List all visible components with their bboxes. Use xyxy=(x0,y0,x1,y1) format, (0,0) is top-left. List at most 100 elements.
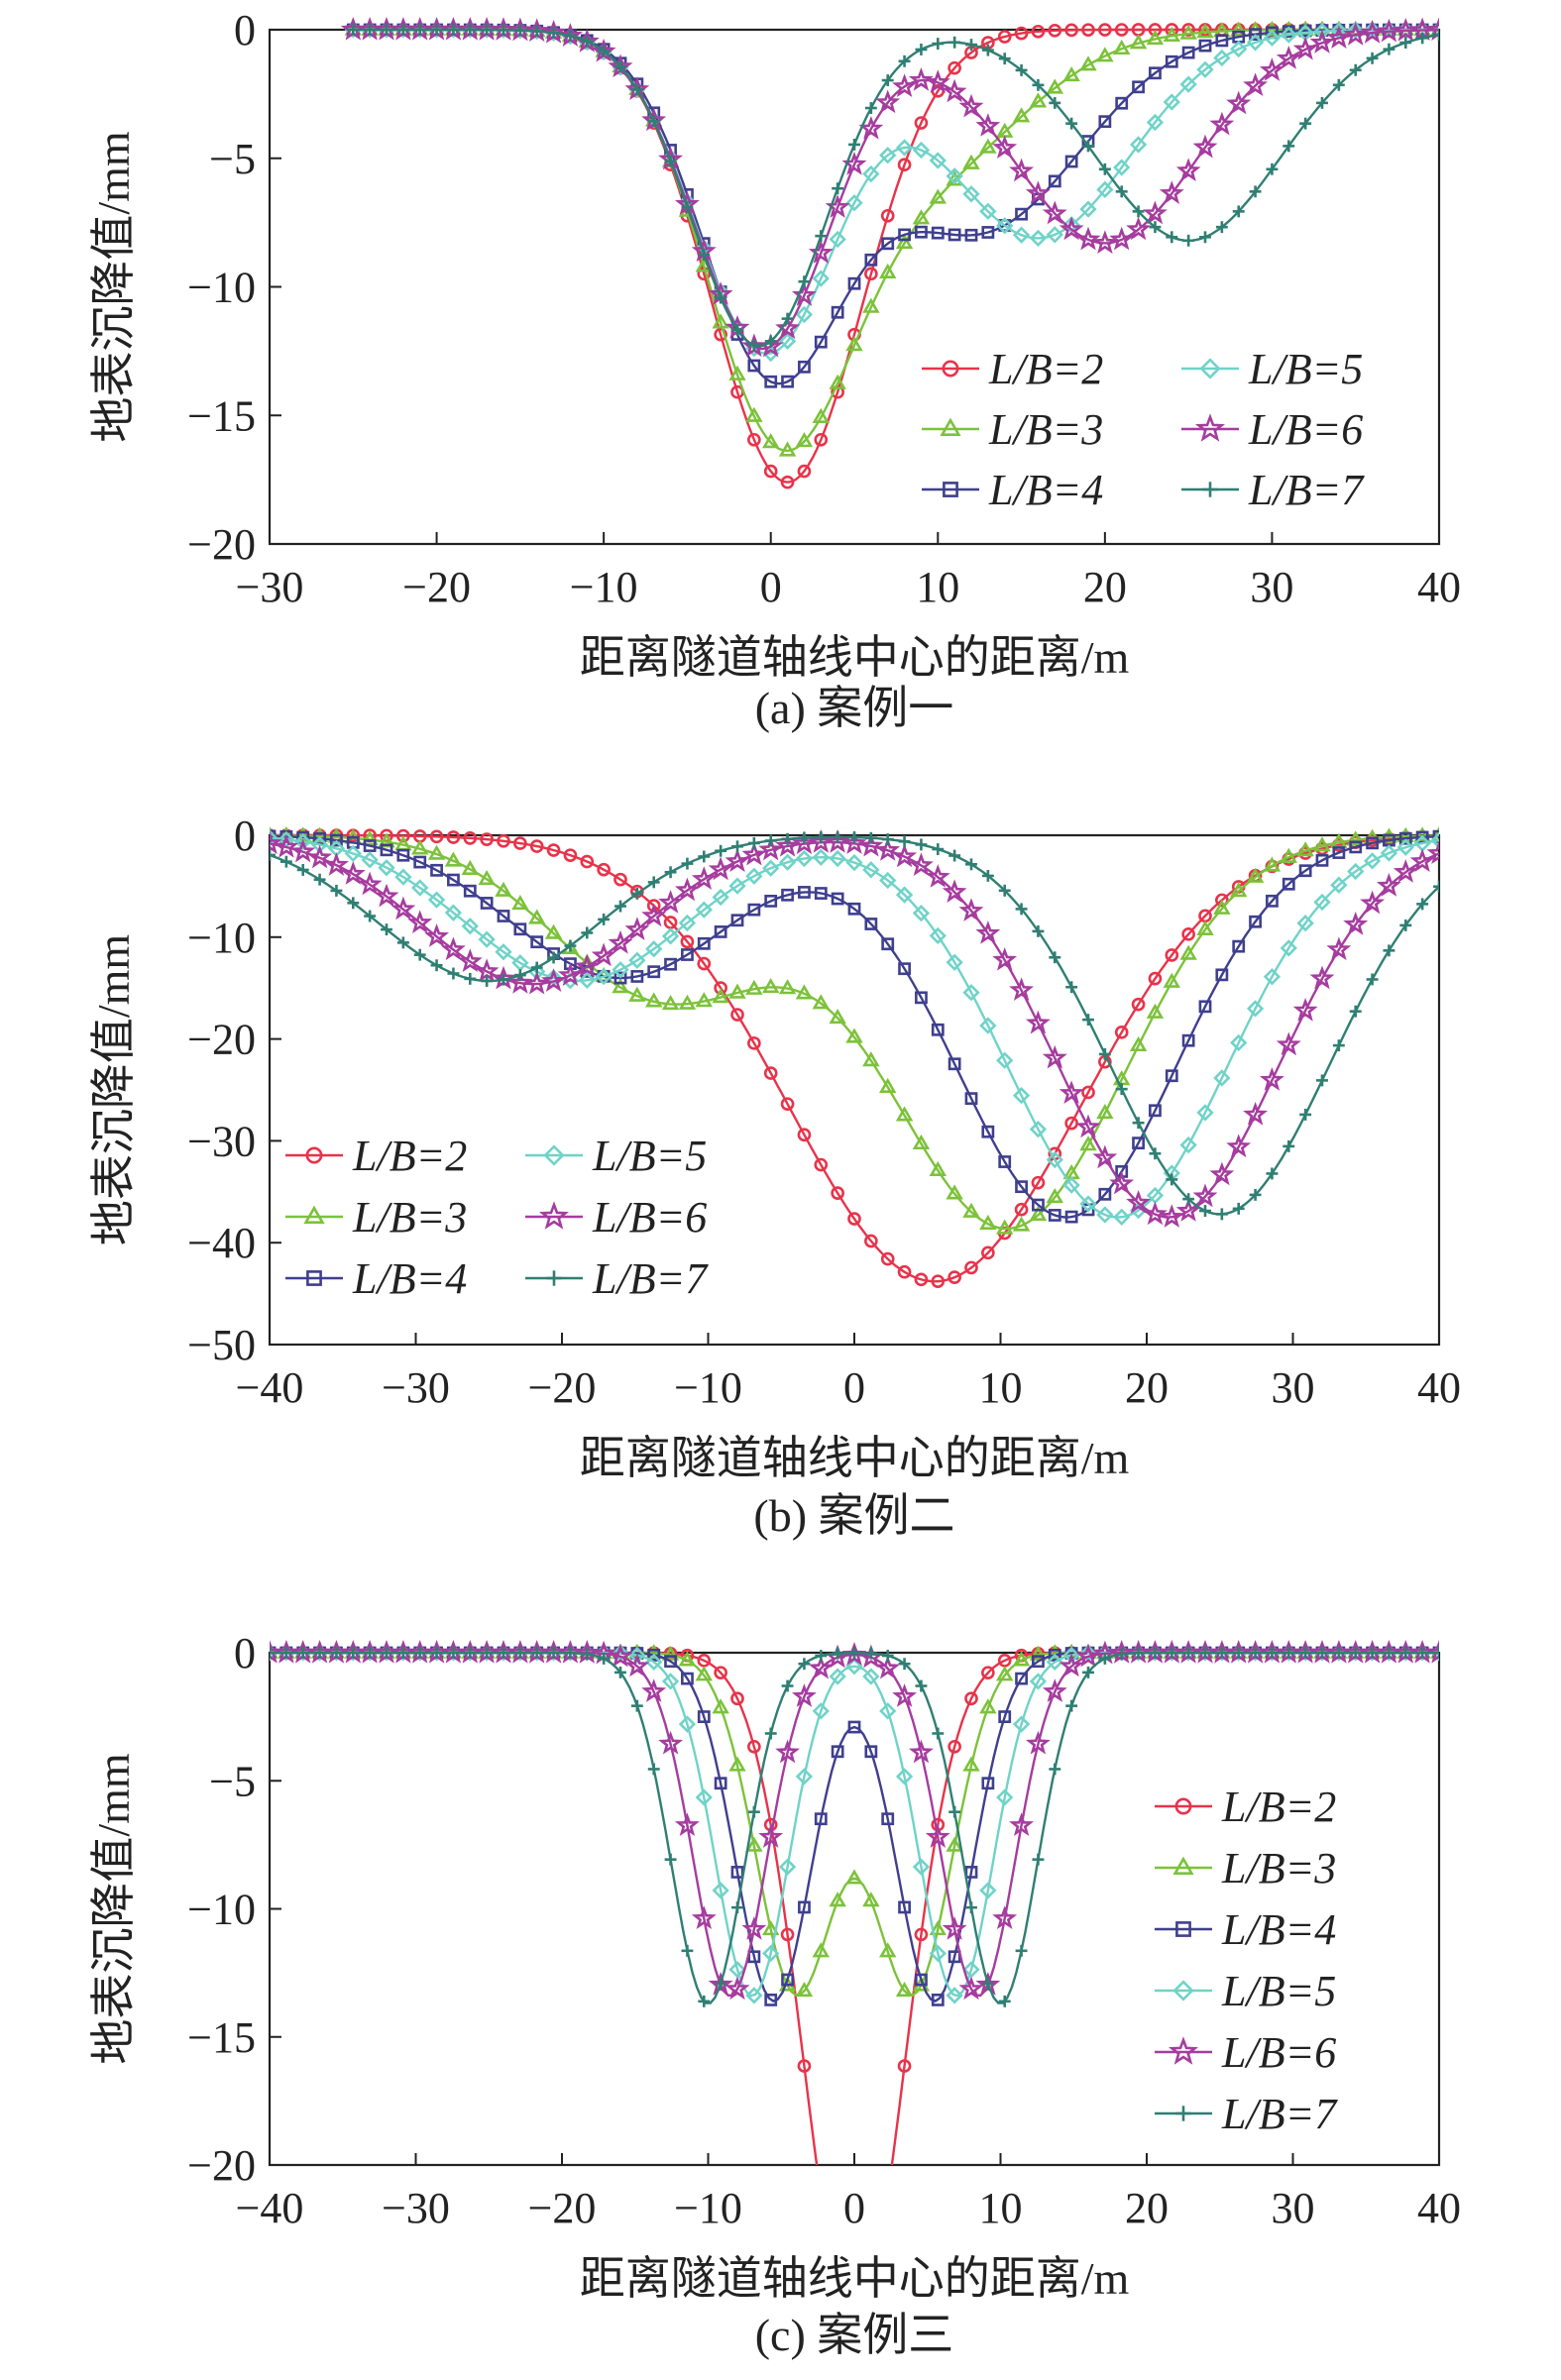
square-marker xyxy=(847,276,861,290)
triangle-marker xyxy=(1196,23,1214,39)
square-marker xyxy=(864,1745,878,1759)
diamond-marker xyxy=(812,848,830,866)
triangle-marker xyxy=(1046,1644,1063,1660)
circle-marker xyxy=(897,1264,912,1279)
diamond-marker xyxy=(1263,968,1282,986)
star-marker xyxy=(1059,1653,1084,1677)
triangle-marker xyxy=(628,986,646,1002)
diamond-marker xyxy=(1062,216,1080,234)
triangle-marker xyxy=(778,441,797,457)
x-tick-label: −30 xyxy=(382,2184,450,2232)
legend-label: L/B=4 xyxy=(1221,1905,1336,1954)
diamond-marker xyxy=(1012,226,1031,244)
triangle-marker xyxy=(712,1698,729,1714)
star-marker xyxy=(641,903,667,927)
diamond-marker xyxy=(628,951,646,969)
square-marker xyxy=(396,848,410,862)
square-marker xyxy=(1165,54,1178,68)
series-l-b-3 xyxy=(270,825,1439,1235)
square-marker xyxy=(948,1057,961,1071)
diamond-marker xyxy=(778,853,797,871)
circle-marker xyxy=(814,432,829,447)
diamond-marker xyxy=(912,141,931,160)
legend: L/B=2 L/B=3 L/B=4 L/B=5 L/B=6 L/B=7 xyxy=(922,345,1365,514)
star-marker xyxy=(791,830,817,855)
x-tick-label: 20 xyxy=(1125,2184,1169,2232)
diamond-marker xyxy=(628,1646,646,1665)
star-marker xyxy=(424,923,450,947)
diamond-marker xyxy=(712,1882,729,1899)
star-marker xyxy=(1360,890,1386,915)
circle-marker xyxy=(948,1739,961,1754)
square-marker xyxy=(881,937,895,951)
triangle-marker xyxy=(1029,92,1048,108)
diamond-marker xyxy=(1179,1136,1197,1154)
diamond-marker xyxy=(1380,844,1398,862)
circle-marker xyxy=(396,828,410,843)
legend-label: L/B=6 xyxy=(1248,405,1363,454)
panel-caption: (a) 案例一 xyxy=(755,683,954,733)
diamond-marker xyxy=(294,832,312,851)
diamond-marker xyxy=(461,918,479,935)
triangle-marker xyxy=(612,978,629,994)
diamond-marker xyxy=(1347,862,1365,881)
diamond-marker xyxy=(270,829,279,847)
circle-marker xyxy=(797,1128,812,1142)
circle-marker xyxy=(1215,893,1229,908)
triangle-marker xyxy=(812,994,830,1010)
star-marker xyxy=(992,946,1018,971)
circle-marker xyxy=(747,1036,761,1050)
triangle-marker xyxy=(678,1651,697,1667)
diamond-marker xyxy=(1172,1980,1194,2001)
triangle-marker xyxy=(996,1666,1014,1681)
triangle-marker xyxy=(895,234,914,250)
diamond-marker xyxy=(645,1653,663,1672)
star-marker xyxy=(725,1976,750,2001)
diamond-marker xyxy=(1313,23,1331,41)
diamond-marker xyxy=(1046,1653,1063,1672)
triangle-marker xyxy=(728,1756,746,1772)
circle-marker xyxy=(997,30,1012,44)
circle-marker xyxy=(1181,927,1195,941)
square-marker xyxy=(781,888,794,902)
legend-label: L/B=3 xyxy=(352,1193,467,1242)
x-tick-label: −40 xyxy=(236,1363,304,1412)
diamond-marker xyxy=(678,914,697,932)
triangle-marker xyxy=(829,1008,846,1025)
diamond-marker xyxy=(929,152,947,169)
star-marker xyxy=(875,89,901,114)
square-marker xyxy=(764,1994,778,2006)
series-l-b-6 xyxy=(270,829,1439,1228)
triangle-marker xyxy=(1230,21,1248,37)
x-tick-label: −10 xyxy=(674,1363,742,1412)
x-tick-label: 40 xyxy=(1417,2184,1461,2232)
triangle-marker xyxy=(712,313,729,329)
star-marker xyxy=(791,1683,817,1707)
star-marker xyxy=(975,920,1001,944)
triangle-marker xyxy=(1179,24,1197,40)
triangle-marker xyxy=(1179,944,1197,960)
triangle-marker xyxy=(1146,1003,1165,1019)
triangle-marker xyxy=(645,992,663,1008)
triangle-marker xyxy=(1012,1651,1031,1667)
triangle-marker xyxy=(1213,899,1231,915)
diamond-marker xyxy=(1146,113,1165,132)
x-tick-label: 0 xyxy=(760,563,782,611)
star-marker xyxy=(1426,840,1439,865)
star-marker xyxy=(691,1905,717,1930)
star-marker xyxy=(608,929,633,954)
diamond-marker xyxy=(1029,229,1048,248)
square-marker xyxy=(847,1720,861,1734)
triangle-marker xyxy=(862,1051,880,1067)
circle-marker xyxy=(730,1691,744,1706)
legend-label: L/B=5 xyxy=(1221,1967,1336,2015)
triangle-marker xyxy=(962,154,980,169)
circle-marker xyxy=(613,872,627,887)
diamond-marker xyxy=(1046,226,1063,244)
y-tick-label: −50 xyxy=(187,1321,256,1369)
star-marker xyxy=(1025,1730,1051,1755)
square-marker xyxy=(1249,28,1262,42)
diamond-marker xyxy=(762,1944,780,1963)
star-marker xyxy=(841,830,867,854)
square-marker xyxy=(1175,1921,1191,1937)
